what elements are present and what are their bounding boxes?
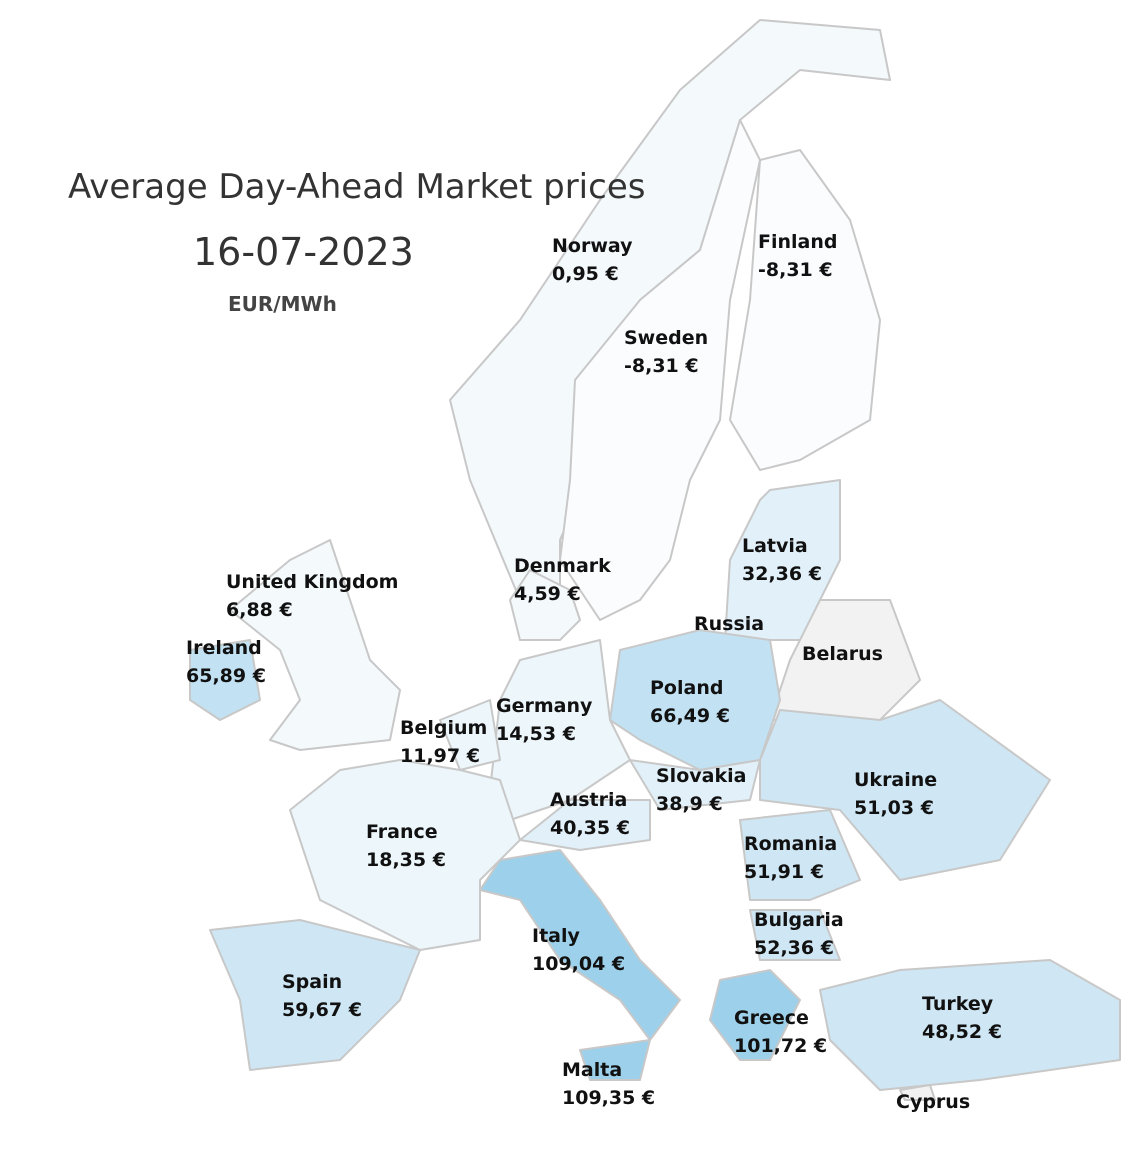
country-price: 40,35 € bbox=[550, 817, 630, 839]
country-name: Spain bbox=[282, 971, 342, 993]
country-price: -8,31 € bbox=[758, 259, 833, 281]
country-shape bbox=[609, 629, 781, 771]
unit: EUR/MWh bbox=[228, 292, 337, 316]
country-name: United Kingdom bbox=[226, 571, 398, 593]
country-price: 66,49 € bbox=[650, 705, 730, 727]
land bbox=[189, 19, 1121, 1101]
country-name: Malta bbox=[562, 1059, 622, 1081]
country-shape bbox=[189, 639, 261, 721]
country-name: Belgium bbox=[400, 717, 487, 739]
country-price: -8,31 € bbox=[624, 355, 699, 377]
country-price: 109,04 € bbox=[532, 953, 625, 975]
country-price: 11,97 € bbox=[400, 745, 480, 767]
country-price: 101,72 € bbox=[734, 1035, 827, 1057]
country-name: Ireland bbox=[186, 637, 262, 659]
country-shape bbox=[759, 699, 1051, 881]
country-price: 14,53 € bbox=[496, 723, 576, 745]
country-price: 38,9 € bbox=[656, 793, 723, 815]
country-shape bbox=[479, 849, 681, 1041]
country-name: Germany bbox=[496, 695, 593, 717]
country-shape bbox=[489, 639, 631, 821]
country-price: 52,36 € bbox=[754, 937, 834, 959]
country-name: Italy bbox=[532, 925, 580, 947]
country-name: Austria bbox=[550, 789, 627, 811]
country-name: Norway bbox=[552, 235, 633, 257]
country-shape bbox=[819, 959, 1121, 1091]
country-name: Russia bbox=[694, 613, 764, 635]
country-price: 109,35 € bbox=[562, 1087, 655, 1109]
country-shape bbox=[579, 1039, 651, 1081]
country-price: 4,59 € bbox=[514, 583, 581, 605]
country-shape bbox=[509, 569, 581, 641]
date: 16-07-2023 bbox=[193, 230, 414, 274]
country-name: Romania bbox=[744, 833, 837, 855]
country-price: 32,36 € bbox=[742, 563, 822, 585]
country-name: Latvia bbox=[742, 535, 808, 557]
country-shape bbox=[899, 1084, 936, 1101]
country-shape bbox=[519, 799, 651, 851]
country-price: 6,88 € bbox=[226, 599, 293, 621]
country-price: 51,91 € bbox=[744, 861, 824, 883]
country-price: 18,35 € bbox=[366, 849, 446, 871]
country-shape bbox=[439, 699, 501, 771]
country-name: Poland bbox=[650, 677, 723, 699]
country-shape bbox=[629, 759, 761, 811]
country-shape bbox=[729, 149, 881, 471]
country-shape bbox=[749, 909, 841, 961]
country-name: France bbox=[366, 821, 438, 843]
country-price: 59,67 € bbox=[282, 999, 362, 1021]
country-price: 48,52 € bbox=[922, 1021, 1002, 1043]
country-shape bbox=[739, 809, 861, 901]
country-name: Ukraine bbox=[854, 769, 937, 791]
country-name: Slovakia bbox=[656, 765, 746, 787]
country-name: Turkey bbox=[922, 993, 994, 1015]
country-price: 51,03 € bbox=[854, 797, 934, 819]
country-name: Sweden bbox=[624, 327, 708, 349]
title: Average Day-Ahead Market prices bbox=[68, 167, 645, 207]
country-name: Denmark bbox=[514, 555, 611, 577]
country-price: 0,95 € bbox=[552, 263, 619, 285]
country-shape bbox=[559, 119, 761, 621]
country-shape bbox=[709, 969, 801, 1061]
country-name: Bulgaria bbox=[754, 909, 844, 931]
country-shape bbox=[229, 539, 401, 751]
country-name: Cyprus bbox=[896, 1091, 970, 1113]
country-name: Greece bbox=[734, 1007, 809, 1029]
country-shape bbox=[209, 919, 421, 1071]
country-price: 65,89 € bbox=[186, 665, 266, 687]
country-name: Belarus bbox=[802, 643, 883, 665]
country-name: Finland bbox=[758, 231, 837, 253]
labels: Norway 0,95 € Finland -8,31 € Sweden -8,31 € L… bbox=[186, 231, 1002, 1113]
